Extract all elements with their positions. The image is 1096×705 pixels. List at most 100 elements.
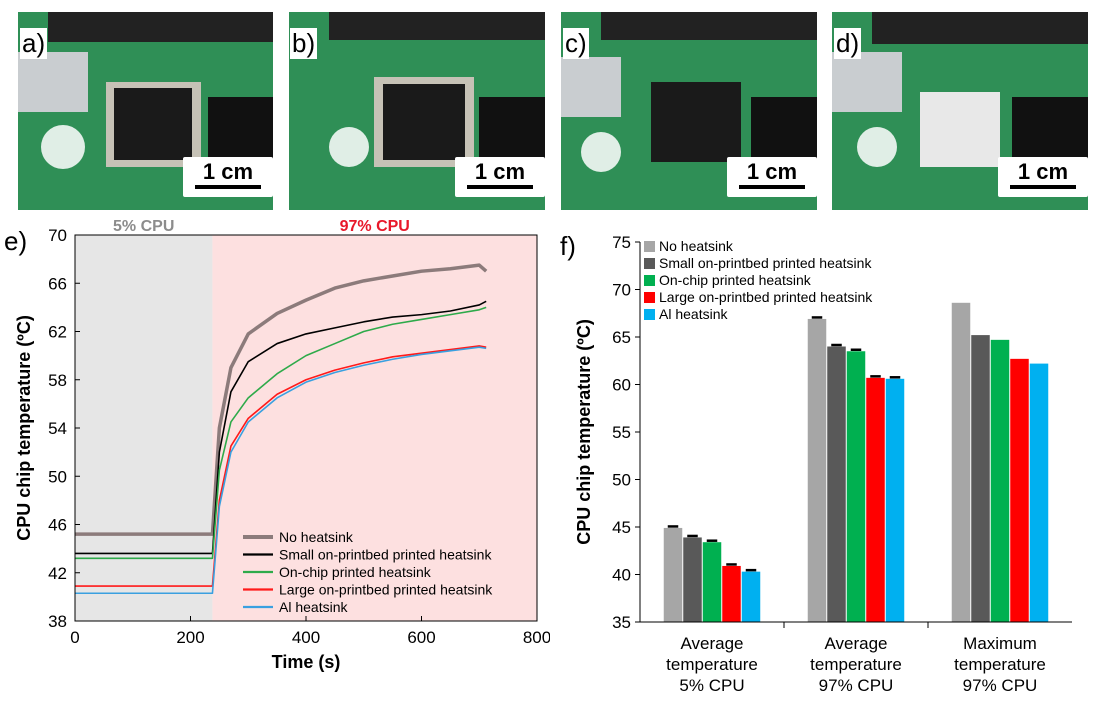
panel-label-a: a) bbox=[20, 28, 48, 59]
panel-label-b: b) bbox=[290, 28, 318, 59]
y-tick-label: 46 bbox=[48, 516, 67, 535]
photo-b bbox=[289, 12, 545, 210]
y-tick-label: 66 bbox=[48, 274, 67, 293]
category-label: temperature bbox=[810, 655, 902, 674]
y-tick-label: 60 bbox=[612, 376, 631, 395]
y-tick-label: 70 bbox=[48, 226, 67, 245]
y-tick-label: 50 bbox=[612, 471, 631, 490]
y-tick-label: 75 bbox=[612, 233, 631, 252]
legend-label: Small on-printbed printed heatsink bbox=[279, 547, 492, 563]
scale-bar-a: 1 cm bbox=[183, 157, 273, 197]
y-tick-label: 42 bbox=[48, 564, 67, 583]
region-label-high: 97% CPU bbox=[340, 218, 410, 235]
photo-a bbox=[18, 12, 273, 210]
region-low-cpu bbox=[75, 235, 213, 621]
bar bbox=[866, 377, 885, 622]
legend-label: Large on-printbed printed heatsink bbox=[659, 289, 873, 305]
scale-bar-c: 1 cm bbox=[727, 157, 817, 197]
bar bbox=[990, 339, 1010, 622]
panel-label-c: c) bbox=[563, 28, 589, 59]
region-label-low: 5% CPU bbox=[113, 218, 174, 235]
y-tick-label: 54 bbox=[48, 419, 67, 438]
panel-label-d: d) bbox=[834, 28, 862, 59]
scale-label: 1 cm bbox=[746, 159, 798, 184]
y-axis-label: CPU chip temperature (ºC) bbox=[14, 315, 34, 541]
panel-label-f: f) bbox=[560, 231, 576, 261]
bar bbox=[1029, 363, 1049, 622]
bar bbox=[741, 571, 761, 622]
legend-swatch bbox=[644, 241, 655, 252]
y-tick-label: 55 bbox=[612, 423, 631, 442]
panel-label-e: e) bbox=[4, 226, 27, 256]
x-tick-label: 0 bbox=[70, 628, 79, 647]
x-tick-label: 200 bbox=[176, 628, 204, 647]
x-tick-label: 800 bbox=[523, 628, 550, 647]
scale-line bbox=[739, 185, 805, 189]
category-label: Maximum bbox=[963, 634, 1037, 653]
category-label: Average bbox=[824, 634, 887, 653]
region-high-cpu bbox=[212, 235, 537, 621]
bar bbox=[663, 527, 683, 622]
category-label: temperature bbox=[954, 655, 1046, 674]
scale-line bbox=[1010, 185, 1076, 189]
series-line bbox=[75, 263, 488, 536]
y-tick-label: 58 bbox=[48, 371, 67, 390]
y-tick-label: 40 bbox=[612, 566, 631, 585]
legend-label: Small on-printbed printed heatsink bbox=[659, 255, 872, 271]
series-line bbox=[75, 345, 487, 587]
legend-swatch bbox=[644, 275, 655, 286]
legend-label: Al heatsink bbox=[659, 306, 728, 322]
y-axis-label: CPU chip temperature (ºC) bbox=[574, 319, 594, 545]
scale-line bbox=[467, 185, 533, 189]
bar bbox=[683, 537, 702, 622]
bar bbox=[1010, 358, 1029, 622]
category-label: 97% CPU bbox=[963, 676, 1038, 695]
scale-line bbox=[195, 185, 261, 189]
y-tick-label: 35 bbox=[612, 613, 631, 632]
bar bbox=[827, 346, 846, 622]
series-line bbox=[75, 306, 487, 560]
y-tick-label: 62 bbox=[48, 323, 67, 342]
x-tick-label: 600 bbox=[407, 628, 435, 647]
category-label: 5% CPU bbox=[679, 676, 744, 695]
y-tick-label: 70 bbox=[612, 281, 631, 300]
temperature-bar-chart: f) Average temperature 5% CPU Average temper… bbox=[560, 231, 1072, 695]
temperature-time-chart: e) 5% CPU 97% CPU 38 42 46 50 54 58 62 66 70 0 200 40… bbox=[4, 218, 550, 672]
bar bbox=[702, 542, 722, 622]
y-tick-label: 65 bbox=[612, 328, 631, 347]
scale-bar-d: 1 cm bbox=[998, 157, 1088, 197]
bar bbox=[722, 565, 741, 622]
legend-label: On-chip printed heatsink bbox=[659, 272, 812, 288]
legend-label: No heatsink bbox=[659, 238, 734, 254]
legend-label: No heatsink bbox=[279, 529, 354, 545]
category-label: temperature bbox=[666, 655, 758, 674]
bar bbox=[846, 351, 866, 622]
y-tick-label: 38 bbox=[48, 612, 67, 631]
x-axis-label: Time (s) bbox=[272, 652, 341, 672]
series-line bbox=[75, 346, 487, 595]
bar-plot-area: Average temperature 5% CPU Average temperatu… bbox=[574, 233, 1072, 695]
bar bbox=[807, 318, 827, 622]
photo-a-image bbox=[18, 12, 273, 210]
legend-swatch bbox=[644, 309, 655, 320]
legend-swatch bbox=[644, 292, 655, 303]
scale-label: 1 cm bbox=[202, 159, 254, 184]
bar bbox=[971, 335, 990, 622]
legend-label: On-chip printed heatsink bbox=[279, 564, 432, 580]
y-tick-label: 45 bbox=[612, 518, 631, 537]
line-plot-area: 5% CPU 97% CPU 38 42 46 50 54 58 62 66 70 0 200 400 60… bbox=[14, 218, 550, 672]
bar bbox=[885, 378, 905, 622]
photo-d-image bbox=[832, 12, 1088, 210]
bar bbox=[951, 302, 971, 622]
scale-bar-b: 1 cm bbox=[455, 157, 545, 197]
category-label: Average bbox=[680, 634, 743, 653]
legend-label: Large on-printbed printed heatsink bbox=[279, 582, 493, 598]
legend-swatch bbox=[644, 258, 655, 269]
x-tick-label: 400 bbox=[292, 628, 320, 647]
category-label: 97% CPU bbox=[819, 676, 894, 695]
scale-label: 1 cm bbox=[1017, 159, 1069, 184]
scale-label: 1 cm bbox=[474, 159, 526, 184]
series-line bbox=[75, 300, 487, 555]
y-tick-label: 50 bbox=[48, 467, 67, 486]
legend-label: Al heatsink bbox=[279, 599, 348, 615]
